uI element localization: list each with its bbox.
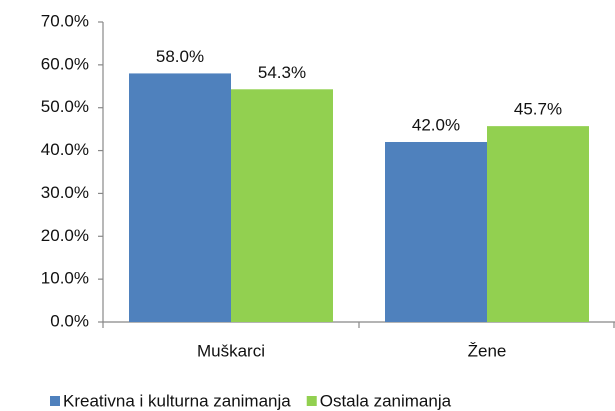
y-tick-label: 50.0%: [41, 97, 89, 116]
value-label: 54.3%: [258, 63, 306, 82]
y-tick-label: 40.0%: [41, 140, 89, 159]
y-tick-label: 30.0%: [41, 183, 89, 202]
x-tick-label: Žene: [468, 341, 507, 360]
bar: [231, 89, 333, 323]
y-tick-label: 70.0%: [41, 11, 89, 30]
legend-label: Kreativna i kulturna zanimanja: [63, 391, 291, 410]
legend-swatch: [50, 396, 60, 406]
bar: [385, 142, 487, 322]
legend-swatch: [306, 396, 317, 406]
value-label: 42.0%: [412, 115, 460, 134]
y-tick-label: 10.0%: [41, 269, 89, 288]
y-tick-label: 0.0%: [50, 311, 89, 330]
bar: [487, 126, 589, 323]
y-tick-label: 60.0%: [41, 54, 89, 73]
bar: [129, 73, 231, 322]
x-tick-label: Muškarci: [197, 341, 265, 360]
value-label: 45.7%: [514, 100, 562, 119]
legend-label: Ostala zanimanja: [320, 391, 452, 410]
value-label: 58.0%: [156, 47, 204, 66]
y-tick-label: 20.0%: [41, 226, 89, 245]
